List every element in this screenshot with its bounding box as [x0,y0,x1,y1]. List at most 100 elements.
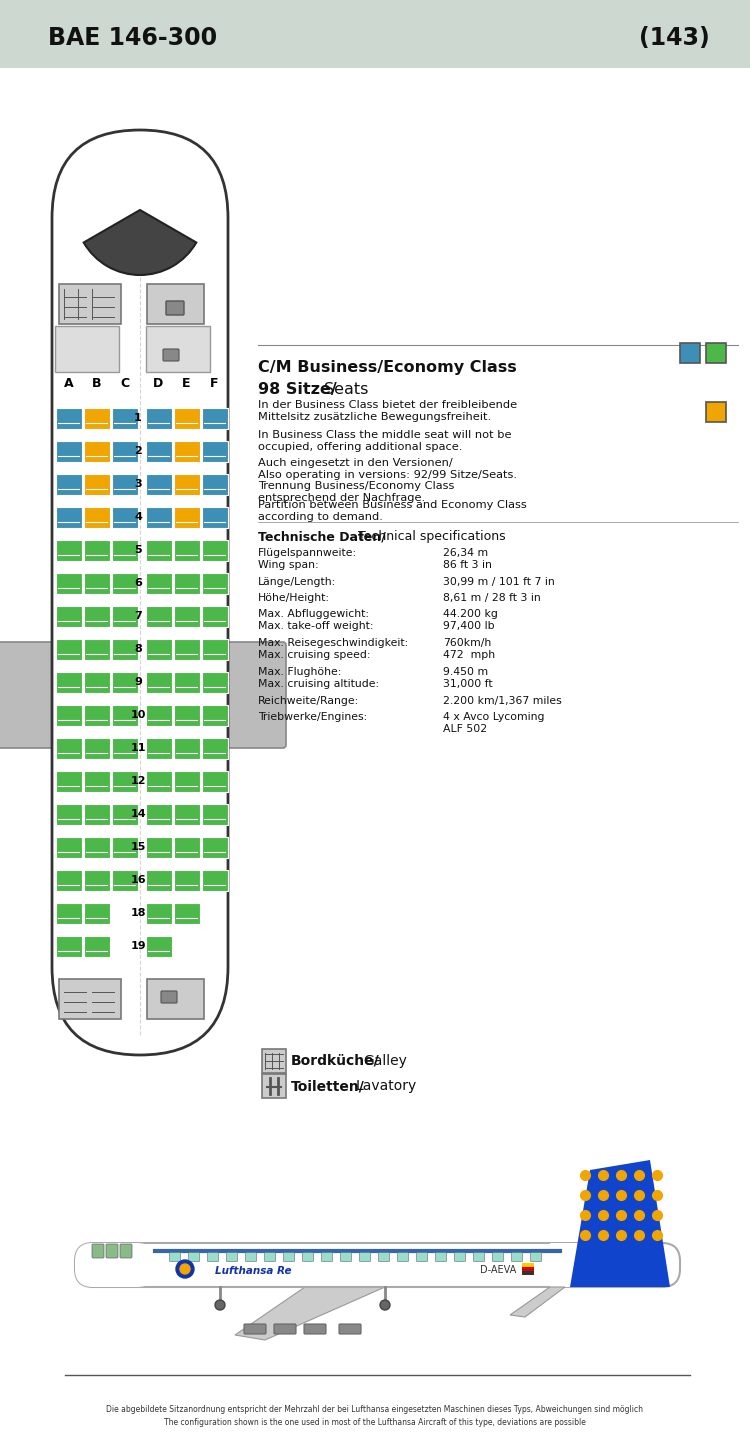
Text: Lufthansa Re: Lufthansa Re [215,1266,292,1276]
FancyBboxPatch shape [173,639,200,660]
Text: Max. Abfluggewicht:
Max. take-off weight:: Max. Abfluggewicht: Max. take-off weight… [258,608,374,630]
FancyBboxPatch shape [146,903,172,924]
FancyBboxPatch shape [202,870,227,891]
FancyBboxPatch shape [56,771,82,792]
Text: Max. Reisegeschwindigkeit:
Max. cruising speed:: Max. Reisegeschwindigkeit: Max. cruising… [258,639,408,660]
FancyBboxPatch shape [112,639,137,660]
Text: Partition between Business and Economy Class
according to demand.: Partition between Business and Economy C… [258,499,526,521]
FancyBboxPatch shape [112,672,137,693]
FancyBboxPatch shape [379,1253,389,1261]
FancyBboxPatch shape [83,441,110,462]
Text: In der Business Class bietet der freibleibende
Mittelsitz zusätzliche Bewegungsf: In der Business Class bietet der freible… [258,400,518,422]
FancyBboxPatch shape [304,1325,326,1335]
FancyBboxPatch shape [202,474,227,495]
FancyBboxPatch shape [59,284,121,324]
Text: 4 x Avco Lycoming
ALF 502: 4 x Avco Lycoming ALF 502 [443,712,544,733]
FancyBboxPatch shape [112,771,137,792]
FancyBboxPatch shape [262,1073,286,1098]
Text: 3: 3 [134,479,142,489]
FancyBboxPatch shape [202,441,227,462]
FancyBboxPatch shape [493,1253,503,1261]
FancyBboxPatch shape [173,903,200,924]
Text: Triebwerke/Engines:: Triebwerke/Engines: [258,712,368,722]
Text: 19: 19 [130,941,146,951]
FancyBboxPatch shape [75,1243,155,1287]
Text: 8,61 m / 28 ft 3 in: 8,61 m / 28 ft 3 in [443,593,541,603]
FancyBboxPatch shape [83,771,110,792]
FancyBboxPatch shape [56,903,82,924]
Text: In Business Class the middle seat will not be
occupied, offering additional spac: In Business Class the middle seat will n… [258,430,512,452]
Text: 4: 4 [134,512,142,522]
Circle shape [215,1300,225,1310]
FancyBboxPatch shape [112,606,137,627]
FancyBboxPatch shape [83,639,110,660]
Text: Bordküche/: Bordküche/ [291,1053,380,1068]
Text: Trennung Business/Economy Class
entsprechend der Nachfrage.: Trennung Business/Economy Class entsprec… [258,481,454,502]
FancyBboxPatch shape [188,1253,200,1261]
FancyBboxPatch shape [83,936,110,957]
Text: 98 Sitze/: 98 Sitze/ [258,382,337,397]
Text: D-AEVA: D-AEVA [480,1266,516,1276]
Text: 1: 1 [134,413,142,423]
FancyBboxPatch shape [83,672,110,693]
FancyBboxPatch shape [173,408,200,429]
FancyBboxPatch shape [359,1253,370,1261]
FancyBboxPatch shape [56,540,82,561]
FancyBboxPatch shape [265,1253,275,1261]
FancyBboxPatch shape [173,441,200,462]
FancyBboxPatch shape [146,606,172,627]
FancyBboxPatch shape [416,1253,428,1261]
FancyBboxPatch shape [173,837,200,858]
FancyBboxPatch shape [56,804,82,825]
FancyBboxPatch shape [56,408,82,429]
FancyBboxPatch shape [56,474,82,495]
FancyBboxPatch shape [202,672,227,693]
FancyBboxPatch shape [0,0,750,67]
FancyBboxPatch shape [112,705,137,726]
Text: Max. Flughöhe:
Max. cruising altitude:: Max. Flughöhe: Max. cruising altitude: [258,667,379,689]
FancyBboxPatch shape [173,573,200,594]
Circle shape [176,1260,194,1279]
FancyBboxPatch shape [56,507,82,528]
FancyBboxPatch shape [146,540,172,561]
Text: The configuration shown is the one used in most of the Lufthansa Aircraft of thi: The configuration shown is the one used … [164,1418,586,1426]
Text: C/M Business/Economy Class: C/M Business/Economy Class [258,360,517,375]
FancyBboxPatch shape [83,606,110,627]
FancyBboxPatch shape [59,979,121,1019]
FancyBboxPatch shape [217,641,286,748]
FancyBboxPatch shape [83,507,110,528]
Text: (143): (143) [639,26,710,50]
FancyBboxPatch shape [56,936,82,957]
FancyBboxPatch shape [512,1253,523,1261]
FancyBboxPatch shape [112,540,137,561]
FancyBboxPatch shape [112,474,137,495]
FancyBboxPatch shape [56,705,82,726]
FancyBboxPatch shape [112,738,137,759]
FancyBboxPatch shape [146,639,172,660]
Circle shape [380,1300,390,1310]
Polygon shape [235,1287,385,1340]
FancyBboxPatch shape [146,408,172,429]
FancyBboxPatch shape [147,284,204,324]
FancyBboxPatch shape [226,1253,238,1261]
Text: A: A [64,377,74,390]
FancyBboxPatch shape [208,1253,218,1261]
FancyBboxPatch shape [245,1253,256,1261]
FancyBboxPatch shape [173,540,200,561]
FancyBboxPatch shape [706,343,726,363]
FancyBboxPatch shape [83,903,110,924]
FancyBboxPatch shape [522,1271,534,1276]
FancyBboxPatch shape [112,507,137,528]
Text: 14: 14 [130,809,146,819]
Text: BAE 146-300: BAE 146-300 [48,26,217,50]
FancyBboxPatch shape [166,301,184,316]
FancyBboxPatch shape [244,1325,266,1335]
FancyBboxPatch shape [173,771,200,792]
FancyBboxPatch shape [146,326,210,372]
FancyBboxPatch shape [146,837,172,858]
Polygon shape [570,1159,670,1287]
Text: 11: 11 [130,743,146,753]
FancyBboxPatch shape [163,349,179,362]
Text: Länge/Length:: Länge/Length: [258,577,336,587]
FancyBboxPatch shape [83,804,110,825]
